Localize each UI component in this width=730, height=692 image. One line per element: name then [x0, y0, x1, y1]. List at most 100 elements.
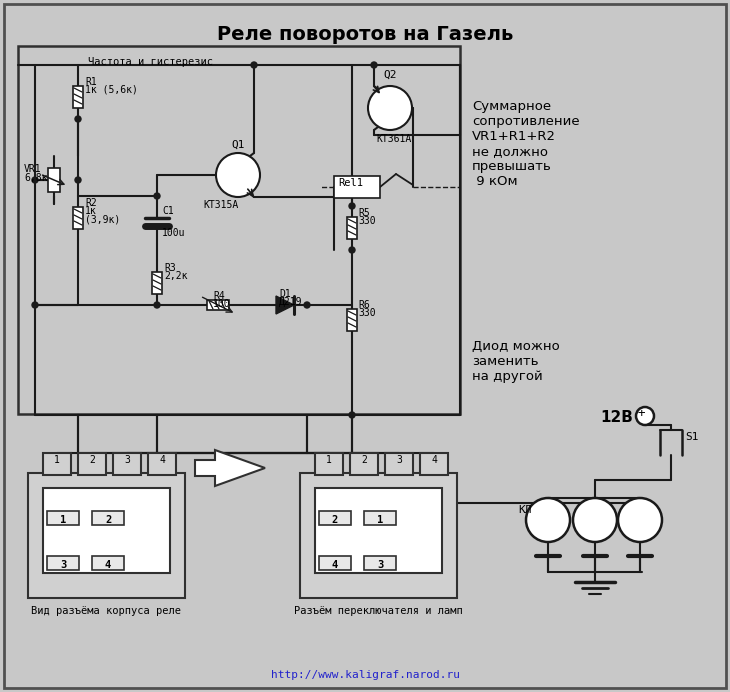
Circle shape — [304, 302, 310, 308]
Text: 3: 3 — [377, 560, 383, 570]
Text: Q1: Q1 — [231, 140, 245, 150]
Text: 2: 2 — [332, 515, 338, 525]
Circle shape — [618, 498, 662, 542]
Text: 330: 330 — [358, 308, 376, 318]
Text: Диод можно
заменить
на другой: Диод можно заменить на другой — [472, 340, 560, 383]
Text: Rel1: Rel1 — [338, 178, 363, 188]
Text: 4: 4 — [431, 455, 437, 465]
Bar — [47, 511, 79, 525]
Circle shape — [526, 498, 570, 542]
Circle shape — [154, 302, 160, 308]
Text: Разъём переключателя и ламп: Разъём переключателя и ламп — [293, 606, 462, 616]
Text: 2: 2 — [361, 455, 367, 465]
Text: 2: 2 — [89, 455, 95, 465]
Text: 1: 1 — [326, 455, 332, 465]
Circle shape — [251, 62, 257, 68]
Text: Д219: Д219 — [279, 297, 302, 307]
Bar — [73, 86, 83, 108]
Text: Реле поворотов на Газель: Реле поворотов на Газель — [217, 25, 513, 44]
Bar — [47, 556, 79, 570]
Bar — [28, 473, 185, 598]
Bar — [364, 556, 396, 570]
Text: 3: 3 — [124, 455, 130, 465]
Circle shape — [349, 412, 355, 418]
Bar — [207, 300, 229, 310]
Text: 1к: 1к — [85, 206, 97, 216]
Circle shape — [371, 62, 377, 68]
Bar — [73, 207, 83, 229]
Text: VR1: VR1 — [24, 164, 42, 174]
Bar — [48, 168, 60, 192]
Text: 2: 2 — [105, 515, 111, 525]
Circle shape — [349, 247, 355, 253]
Text: 4: 4 — [332, 560, 338, 570]
Text: (3,9к): (3,9к) — [85, 215, 120, 225]
Bar — [43, 453, 71, 475]
Text: R3: R3 — [164, 263, 176, 273]
Bar — [347, 217, 357, 239]
Text: 6,8к: 6,8к — [24, 173, 47, 183]
Circle shape — [349, 203, 355, 209]
Text: R2: R2 — [85, 198, 97, 208]
Text: Q2: Q2 — [383, 70, 396, 80]
Text: 12В: 12В — [600, 410, 633, 425]
Bar — [78, 453, 106, 475]
Text: R4: R4 — [213, 291, 225, 301]
Text: C1: C1 — [162, 206, 174, 216]
Bar — [300, 473, 457, 598]
Circle shape — [636, 407, 654, 425]
Bar — [420, 453, 448, 475]
Text: 100: 100 — [213, 299, 231, 309]
Text: 2,2к: 2,2к — [164, 271, 188, 281]
Text: S1: S1 — [685, 432, 699, 442]
Text: КТ315А: КТ315А — [203, 200, 238, 210]
Bar — [148, 453, 176, 475]
Text: Суммарное
сопротивление
VR1+R1+R2
не должно
превышать
 9 кОм: Суммарное сопротивление VR1+R1+R2 не дол… — [472, 100, 580, 188]
Circle shape — [573, 498, 617, 542]
Text: Вид разъёма корпуса реле: Вид разъёма корпуса реле — [31, 606, 181, 616]
Text: 330: 330 — [358, 216, 376, 226]
Text: 1к (5,6к): 1к (5,6к) — [85, 85, 138, 95]
Text: 1: 1 — [60, 515, 66, 525]
Text: КТ361А: КТ361А — [376, 134, 411, 144]
Circle shape — [154, 193, 160, 199]
Bar — [334, 176, 380, 198]
Circle shape — [75, 177, 81, 183]
Bar — [347, 309, 357, 331]
Bar — [18, 46, 460, 414]
Bar — [43, 488, 170, 573]
Bar — [319, 556, 351, 570]
Text: R6: R6 — [358, 300, 370, 310]
Circle shape — [32, 302, 38, 308]
Text: КЛ: КЛ — [518, 505, 531, 515]
Bar — [315, 453, 343, 475]
Text: +: + — [637, 408, 645, 421]
Bar — [92, 556, 124, 570]
Text: 3: 3 — [396, 455, 402, 465]
Text: 1: 1 — [54, 455, 60, 465]
Bar — [315, 488, 442, 573]
Text: 4: 4 — [159, 455, 165, 465]
Polygon shape — [276, 296, 294, 314]
Text: 1: 1 — [377, 515, 383, 525]
Bar — [385, 453, 413, 475]
Bar — [92, 511, 124, 525]
Polygon shape — [195, 450, 265, 486]
Circle shape — [368, 86, 412, 130]
Text: 3: 3 — [60, 560, 66, 570]
Text: R5: R5 — [358, 208, 370, 218]
Bar — [350, 453, 378, 475]
Bar — [319, 511, 351, 525]
Text: http://www.kaligraf.narod.ru: http://www.kaligraf.narod.ru — [271, 670, 459, 680]
Text: Частота и гистерезис: Частота и гистерезис — [88, 57, 213, 67]
Text: 4: 4 — [105, 560, 111, 570]
Text: 100u: 100u — [162, 228, 185, 238]
Bar — [113, 453, 141, 475]
Bar — [152, 272, 162, 294]
Circle shape — [32, 177, 38, 183]
Circle shape — [75, 116, 81, 122]
Text: D1: D1 — [279, 289, 291, 299]
Text: R1: R1 — [85, 77, 97, 87]
Circle shape — [216, 153, 260, 197]
Bar — [364, 511, 396, 525]
